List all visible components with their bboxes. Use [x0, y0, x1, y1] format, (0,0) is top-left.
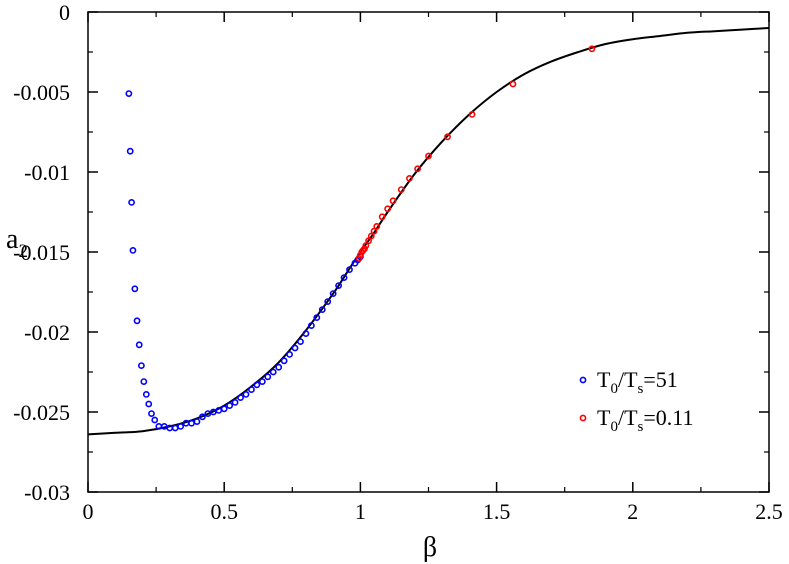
x-axis-title: β	[423, 532, 437, 563]
data-point-series-1	[237, 394, 244, 401]
data-point-series-1	[280, 357, 288, 365]
data-point-series-2	[397, 186, 405, 193]
data-point-series-2	[367, 232, 375, 240]
data-point-series-1	[329, 290, 337, 297]
y-tick-label: -0.025	[13, 400, 70, 425]
data-point-series-1	[242, 390, 250, 398]
tick-labels: 0 0.5 1 1.5 2 2.5 -0.03 -0.025 -0.02 -0.015 -0.01 -…	[13, 0, 783, 524]
data-point-series-1	[297, 338, 304, 345]
data-point-series-2	[361, 245, 368, 253]
legend-label: T0/Ts=0.11	[597, 405, 693, 435]
y-tick-label: -0.02	[24, 320, 70, 345]
data-point-series-1	[129, 246, 137, 254]
data-point-series-1	[126, 147, 134, 155]
data-point-series-1	[313, 314, 321, 321]
data-point-series-2	[378, 213, 386, 221]
data-point-series-1	[346, 266, 353, 273]
data-point-series-2	[389, 197, 397, 205]
y-tick-label: -0.01	[24, 160, 70, 185]
data-point-series-2	[588, 45, 596, 53]
y-axis-title: a2	[6, 224, 28, 262]
legend: T0/Ts=51 T0/Ts=0.11	[579, 367, 693, 435]
data-point-series-1	[137, 362, 145, 369]
y-tick-label: -0.005	[13, 80, 70, 105]
x-tick-label: 1.5	[483, 499, 511, 524]
data-point-series-2	[365, 237, 372, 245]
legend-marker	[579, 376, 587, 384]
data-point-series-1	[131, 285, 139, 293]
data-point-series-1	[253, 381, 261, 389]
x-tick-label: 2	[627, 499, 638, 524]
data-point-series-1	[231, 398, 239, 406]
data-point-series-1	[145, 400, 153, 408]
data-point-series-1	[125, 90, 133, 97]
data-point-series-2	[373, 222, 381, 230]
data-point-series-1	[142, 390, 150, 398]
x-tick-label: 0.5	[210, 499, 238, 524]
data-point-series-1	[307, 322, 315, 329]
data-point-series-1	[220, 405, 228, 413]
data-point-series-1	[302, 330, 310, 337]
data-point-series-2	[370, 227, 378, 235]
data-point-series-1	[177, 422, 185, 430]
data-point-series-2	[406, 174, 413, 182]
data-point-series-1	[318, 306, 326, 313]
data-point-series-1	[148, 410, 155, 417]
data-point-series-2	[362, 242, 370, 249]
data-point-series-1	[140, 378, 148, 385]
x-tick-label: 1	[355, 499, 366, 524]
x-tick-label: 0	[83, 499, 94, 524]
y-tick-label: -0.03	[24, 480, 70, 505]
x-tick-label: 2.5	[755, 499, 783, 524]
data-point-series-1	[151, 416, 159, 424]
data-point-series-1	[335, 282, 343, 289]
data-point-series-2	[355, 254, 363, 262]
data-point-series-1	[286, 350, 293, 358]
data-point-series-1	[264, 373, 272, 381]
data-point-series-1	[128, 198, 135, 206]
data-point-series-2	[509, 80, 517, 88]
legend-label: T0/Ts=51	[597, 367, 678, 397]
data-point-series-1	[275, 363, 283, 371]
data-point-series-1	[324, 298, 332, 305]
data-point-series-2	[384, 205, 392, 213]
data-point-series-1	[193, 418, 201, 425]
data-point-series-2	[425, 152, 432, 160]
data-point-series-1	[258, 378, 266, 385]
data-point-series-1	[135, 341, 143, 349]
y-tick-label: 0	[59, 0, 70, 25]
data-point-series-1	[226, 402, 234, 409]
data-point-series-1	[291, 344, 299, 352]
data-point-series-2	[356, 251, 364, 259]
data-point-series-1	[269, 368, 277, 376]
legend-marker	[579, 414, 587, 422]
data-point-series-1	[248, 386, 255, 393]
data-point-series-2	[444, 133, 451, 141]
data-point-series-2	[414, 165, 422, 173]
data-points	[125, 45, 596, 432]
data-point-series-1	[133, 317, 141, 325]
y-tick-label: -0.015	[13, 240, 70, 265]
data-point-series-1	[199, 413, 206, 421]
ticks	[87, 11, 770, 493]
data-point-series-1	[340, 274, 348, 281]
data-point-series-2	[468, 111, 476, 118]
plot-area	[87, 11, 770, 493]
